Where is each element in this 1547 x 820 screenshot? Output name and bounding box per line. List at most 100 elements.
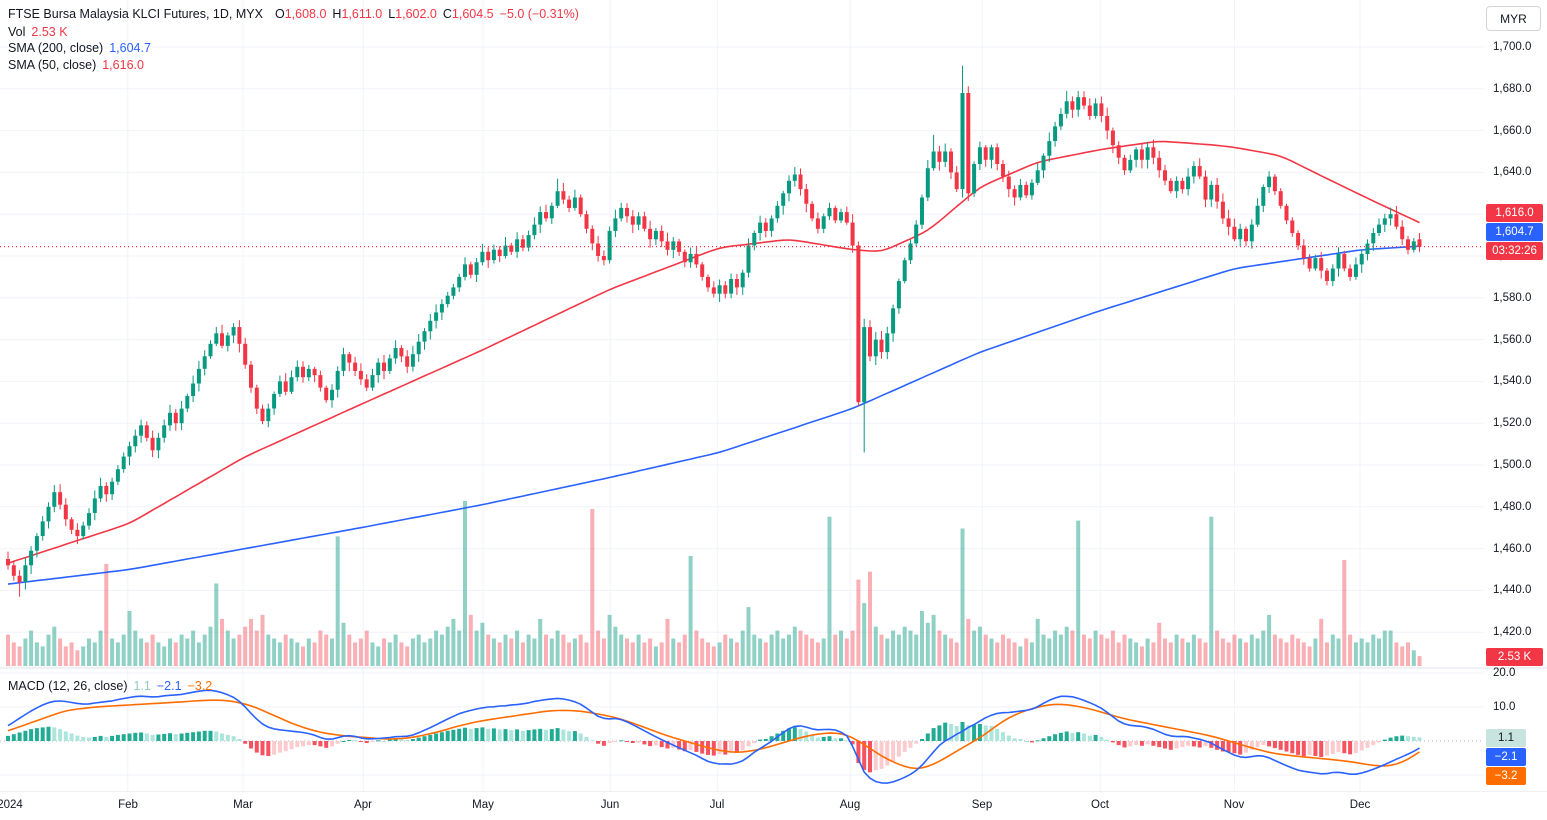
volume-bar <box>1116 642 1121 666</box>
candle <box>1128 154 1133 174</box>
volume-bar <box>202 634 207 666</box>
volume-bar <box>555 630 560 666</box>
volume-bar <box>515 630 520 666</box>
volume-legend-row[interactable]: Vol 2.53 K <box>8 25 68 39</box>
candle <box>538 206 543 233</box>
volume-bar <box>104 563 109 666</box>
volume-bar <box>115 642 120 666</box>
macd-hist-bar <box>364 741 369 743</box>
macd-hist-bar <box>949 724 953 741</box>
macd-line-badge: −2.1 <box>1486 748 1526 766</box>
sma50-legend-row[interactable]: SMA (50, close) 1,616.0 <box>8 58 144 72</box>
volume-bar <box>1070 630 1075 666</box>
macd-hist-bar <box>468 728 473 741</box>
volume-bar <box>1244 642 1248 666</box>
candle <box>1301 239 1306 265</box>
candle <box>1082 91 1086 110</box>
currency-button[interactable]: MYR <box>1486 6 1541 31</box>
macd-hist-bar <box>1307 741 1312 755</box>
candle <box>596 236 601 262</box>
candle <box>416 334 421 362</box>
volume-bar <box>1411 650 1416 666</box>
candle <box>561 182 566 205</box>
volume-bar <box>1082 634 1086 666</box>
volume-bar <box>734 642 739 666</box>
volume-bar <box>619 634 624 666</box>
time-axis[interactable]: 2024 Feb Mar Apr May Jun Jul Aug Sep Oct Nov Dec <box>0 792 1547 820</box>
candle <box>966 86 971 201</box>
macd-legend-row[interactable]: MACD (12, 26, close) 1.1 −2.1 −3.2 <box>8 679 212 693</box>
volume-bar <box>613 626 618 666</box>
volume-bar <box>439 634 444 666</box>
candle <box>63 498 68 527</box>
candle <box>480 243 485 266</box>
candle <box>1053 121 1058 147</box>
volume-bar <box>775 630 780 666</box>
volume-bar <box>58 638 63 666</box>
candle <box>1209 180 1214 207</box>
candle <box>1226 209 1231 236</box>
volume-bar <box>208 626 213 666</box>
candle <box>1174 176 1179 198</box>
volume-bar <box>266 634 271 666</box>
macd-hist-bar <box>920 739 924 741</box>
price-tick-label: 1,480.0 <box>1493 501 1532 513</box>
volume-bar <box>711 646 716 666</box>
volume-bar <box>908 630 913 666</box>
macd-hist-bar <box>173 734 178 741</box>
volume-bar <box>243 626 248 666</box>
volume-bar <box>1047 638 1052 666</box>
macd-hist-bar <box>1382 739 1387 741</box>
volume-bar <box>295 642 300 666</box>
macd-hist-bar <box>98 735 103 741</box>
macd-hist-bar <box>1006 735 1011 741</box>
candle <box>237 320 242 353</box>
volume-bar <box>347 634 352 666</box>
macd-hist-bar <box>52 727 57 741</box>
macd-hist-bar <box>81 736 86 741</box>
candle <box>1330 264 1335 287</box>
macd-hist-bar <box>463 727 467 741</box>
macd-hist-bar <box>168 733 172 741</box>
price-tick-label: 1,440.0 <box>1493 584 1532 596</box>
volume-bar <box>376 646 381 666</box>
candle <box>949 148 953 179</box>
volume-bar <box>173 642 178 666</box>
candle <box>885 326 890 360</box>
macd-hist-bar <box>382 741 386 742</box>
candle <box>318 370 323 392</box>
candle <box>1110 127 1115 154</box>
macd-hist-bar <box>902 741 907 752</box>
candle <box>503 237 508 259</box>
volume-bar <box>301 646 305 666</box>
macd-hist-bar <box>966 725 971 741</box>
candle <box>746 238 751 278</box>
macd-hist-bar <box>1359 741 1364 751</box>
volume-bar <box>804 634 809 666</box>
macd-hist-bar <box>1186 741 1191 746</box>
volume-bar <box>1417 656 1422 666</box>
candle <box>422 328 427 350</box>
candle <box>648 220 653 248</box>
volume-bar <box>87 638 91 666</box>
candle <box>914 220 919 247</box>
symbol-legend-row[interactable]: FTSE Bursa Malaysia KLCI Futures, 1D, MY… <box>8 7 579 21</box>
countdown-badge[interactable]: 03:32:26 <box>1486 242 1543 260</box>
macd-hist-bar <box>1168 741 1173 750</box>
macd-hist-bar <box>237 739 242 741</box>
macd-hist-bar <box>1163 741 1167 749</box>
candle <box>532 217 537 240</box>
volume-bar <box>1093 630 1098 666</box>
volume-bar <box>46 634 51 666</box>
macd-hist-bar <box>1209 741 1214 748</box>
volume-bar <box>659 642 664 666</box>
sma200-legend-row[interactable]: SMA (200, close) 1,604.7 <box>8 41 151 55</box>
candle <box>1168 178 1173 194</box>
macd-hist-bar <box>306 741 311 746</box>
candle <box>630 210 635 234</box>
macd-hist-bar <box>312 741 317 746</box>
macd-hist-bar <box>1249 741 1254 750</box>
macd-hist-bar <box>873 741 878 771</box>
candle <box>833 205 838 224</box>
